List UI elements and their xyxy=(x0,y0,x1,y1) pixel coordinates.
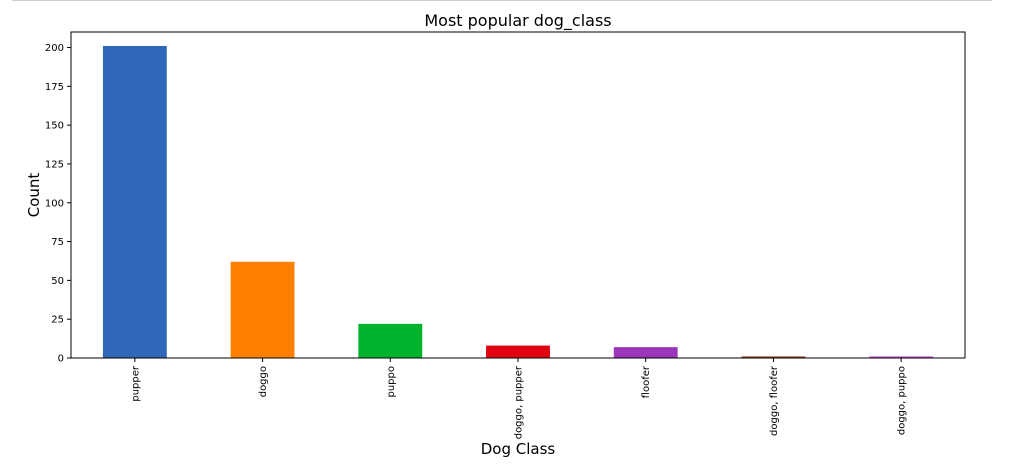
x-axis-ticks: pupper doggo puppo doggo, pupper floofer dogg… xyxy=(130,358,908,439)
y-axis-ticks: 0 25 50 75 100 125 150 175 200 xyxy=(45,43,71,365)
x-tick-label: doggo xyxy=(258,366,269,397)
bar xyxy=(358,323,423,358)
plot-frame xyxy=(70,31,966,359)
top-divider xyxy=(12,0,992,1)
x-axis-title: Dog Class xyxy=(481,440,556,458)
bar xyxy=(486,345,550,358)
bars xyxy=(102,45,934,358)
chart-title: Most popular dog_class xyxy=(424,11,611,31)
bar xyxy=(613,347,678,358)
y-tick-label: 200 xyxy=(45,43,64,54)
x-tick-label: doggo, pupper xyxy=(514,365,525,439)
bar xyxy=(230,261,295,358)
bar xyxy=(869,356,934,358)
y-tick-label: 150 xyxy=(45,121,64,132)
x-tick-label: doggo, puppo xyxy=(897,366,908,435)
y-tick-label: 75 xyxy=(51,237,64,248)
y-tick-label: 25 xyxy=(51,315,64,326)
bar xyxy=(102,45,167,358)
x-tick-label: pupper xyxy=(130,365,141,402)
y-tick-label: 50 xyxy=(51,276,64,287)
y-tick-label: 100 xyxy=(45,198,64,209)
x-tick-label: doggo, floofer xyxy=(769,365,780,436)
x-tick-label: floofer xyxy=(641,365,652,398)
y-tick-label: 125 xyxy=(45,159,64,170)
x-tick-label: puppo xyxy=(386,366,397,398)
y-tick-label: 175 xyxy=(45,82,64,93)
y-tick-label: 0 xyxy=(58,354,64,365)
y-axis-title: Count xyxy=(25,173,43,218)
bar xyxy=(741,356,806,358)
